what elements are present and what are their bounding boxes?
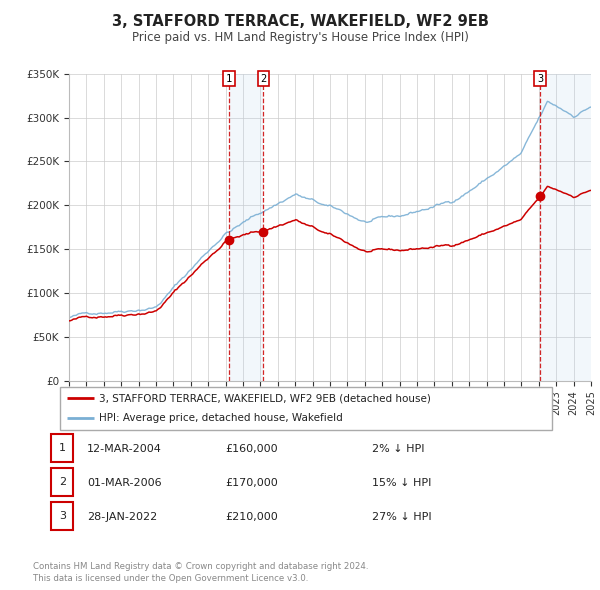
- Text: 1: 1: [226, 74, 232, 84]
- Text: 3, STAFFORD TERRACE, WAKEFIELD, WF2 9EB (detached house): 3, STAFFORD TERRACE, WAKEFIELD, WF2 9EB …: [100, 393, 431, 403]
- Bar: [229, 74, 263, 381]
- Text: £160,000: £160,000: [226, 444, 278, 454]
- Text: 3, STAFFORD TERRACE, WAKEFIELD, WF2 9EB: 3, STAFFORD TERRACE, WAKEFIELD, WF2 9EB: [112, 14, 488, 30]
- Bar: [540, 74, 591, 381]
- Text: £210,000: £210,000: [226, 513, 278, 522]
- Text: 15% ↓ HPI: 15% ↓ HPI: [372, 478, 431, 488]
- Text: 28-JAN-2022: 28-JAN-2022: [87, 513, 157, 522]
- Text: HPI: Average price, detached house, Wakefield: HPI: Average price, detached house, Wake…: [100, 414, 343, 424]
- Text: 12-MAR-2004: 12-MAR-2004: [87, 444, 162, 454]
- Text: 01-MAR-2006: 01-MAR-2006: [87, 478, 161, 488]
- Text: Price paid vs. HM Land Registry's House Price Index (HPI): Price paid vs. HM Land Registry's House …: [131, 31, 469, 44]
- Text: Contains HM Land Registry data © Crown copyright and database right 2024.
This d: Contains HM Land Registry data © Crown c…: [33, 562, 368, 583]
- Text: 2: 2: [260, 74, 266, 84]
- Text: 27% ↓ HPI: 27% ↓ HPI: [372, 513, 431, 522]
- Text: 3: 3: [537, 74, 544, 84]
- Text: 2% ↓ HPI: 2% ↓ HPI: [372, 444, 425, 454]
- Text: 2: 2: [59, 477, 66, 487]
- Text: 1: 1: [59, 443, 66, 453]
- Text: 3: 3: [59, 512, 66, 521]
- Text: £170,000: £170,000: [226, 478, 278, 488]
